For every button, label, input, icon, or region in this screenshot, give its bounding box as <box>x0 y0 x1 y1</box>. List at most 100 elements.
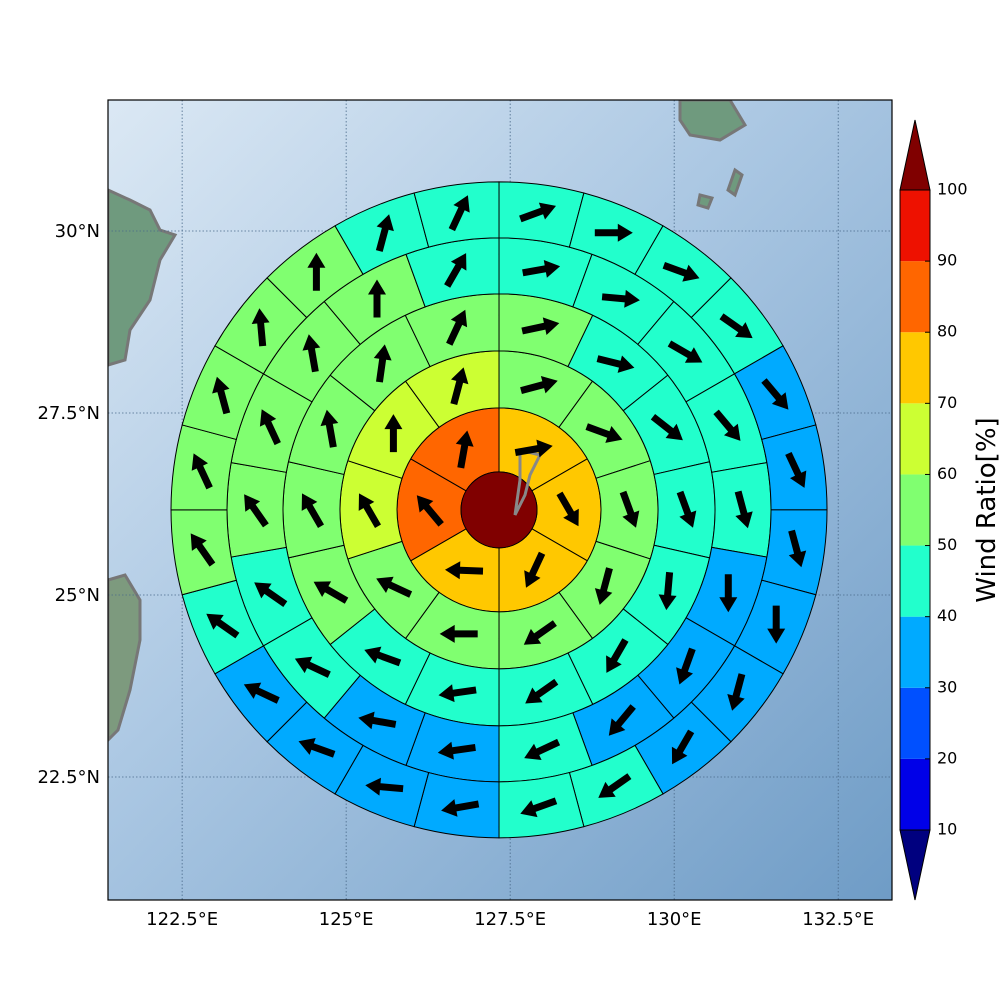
land-island <box>726 167 744 198</box>
wind-arrow <box>785 452 807 488</box>
wind-arrow <box>302 334 321 373</box>
wind-arrow <box>376 576 413 598</box>
wind-arrow <box>358 711 397 730</box>
wind-arrow <box>441 799 480 817</box>
center-disc <box>460 471 538 549</box>
colorbar-tick-label: 30 <box>937 677 957 696</box>
colorbar-segment <box>900 403 930 475</box>
wind-arrow <box>448 195 470 232</box>
wind-arrow <box>761 378 789 410</box>
wind-arrow <box>524 551 546 588</box>
wind-arrow <box>719 574 738 613</box>
wind-arrow <box>254 582 288 607</box>
colorbar-extend-low <box>899 829 931 901</box>
x-tick-label: 127.5°E <box>474 909 546 930</box>
wind-arrow <box>521 317 560 335</box>
wind-arrow <box>416 495 444 527</box>
colorbar-tick-label: 70 <box>937 393 957 412</box>
colorbar-segment <box>900 687 930 759</box>
wind-arrow <box>445 561 484 580</box>
wind-arrow <box>384 414 403 453</box>
wind-arrow <box>719 313 753 339</box>
wind-arrow <box>190 533 216 567</box>
wind-arrow <box>191 453 213 490</box>
wind-arrow <box>734 490 753 529</box>
colorbar-tick-label: 50 <box>937 535 957 554</box>
wind-arrow <box>662 262 700 282</box>
wind-arrow <box>365 777 404 796</box>
ticks: 122.5°E 125°E 127.5°E 130°E 132.5°E 22.5°N 25°… <box>37 221 874 930</box>
wind-arrow <box>375 214 394 252</box>
y-tick-label: 27.5°N <box>37 403 100 424</box>
colorbar-segment <box>900 758 930 830</box>
wind-arrow <box>596 355 635 373</box>
wind-arrow <box>606 638 629 673</box>
wind-arrow <box>594 567 613 605</box>
x-tick-label: 130°E <box>647 909 702 930</box>
arrows <box>190 195 807 818</box>
wind-arrow <box>585 423 623 443</box>
wind-arrow <box>313 581 349 604</box>
colorbar-segment <box>900 332 930 404</box>
colorbar-tick-label: 20 <box>937 748 957 767</box>
wind-arrow <box>522 260 561 278</box>
wind-arrow <box>519 202 556 223</box>
wind-arrow <box>523 620 557 645</box>
wind-arrow <box>667 340 703 363</box>
wind-arrow <box>619 490 640 528</box>
wind-arrow <box>594 223 633 242</box>
land-taiwan <box>108 573 142 743</box>
colorbar-segment <box>900 616 930 688</box>
wind-arrow <box>556 491 579 527</box>
wind-arrow <box>676 647 696 685</box>
map <box>108 100 892 900</box>
wind-arrow <box>298 738 336 758</box>
map-frame <box>107 99 893 901</box>
x-tick-label: 122.5°E <box>146 909 218 930</box>
wind-arrow <box>658 571 677 611</box>
wind-arrow <box>608 704 636 736</box>
colorbar-tick-label: 10 <box>937 820 957 839</box>
wind-arrow <box>364 646 402 667</box>
colorbar-frame <box>899 189 931 831</box>
wind-arrow <box>320 409 339 448</box>
wind-arrow <box>767 605 786 644</box>
wind-arrow <box>520 797 558 818</box>
colorbar-tick-label: 80 <box>937 322 957 341</box>
wind-arrow <box>514 439 553 458</box>
wind-arrow <box>259 409 281 446</box>
wind-arrow <box>251 308 270 347</box>
wind-arrow <box>671 729 695 765</box>
wind-arrow <box>650 414 683 441</box>
wind-arrow <box>294 656 331 678</box>
y-tick-label: 25°N <box>55 585 100 606</box>
wind-arrow <box>446 309 468 346</box>
wind-arrow <box>243 682 280 704</box>
colorbar-segment <box>900 190 930 262</box>
colorbar-tick-label: 90 <box>937 251 957 270</box>
wind-arrow <box>244 494 269 528</box>
wind-arrow <box>307 252 326 291</box>
colorbar-label: Wind Ratio[%] <box>972 417 1000 602</box>
wind-arrow <box>598 773 632 798</box>
wind-arrow <box>373 344 392 383</box>
wind-arrow <box>525 678 559 704</box>
wind-arrow <box>788 529 807 568</box>
colorbar: 10 20 30 40 50 60 70 80 90 100 <box>899 119 968 901</box>
colorbar-segment <box>900 474 930 546</box>
wind-arrow <box>727 673 746 711</box>
wind-arrow <box>520 376 558 394</box>
wind-arrow <box>358 493 381 528</box>
colorbar-tick-label: 100 <box>937 180 968 199</box>
wind-arrow <box>713 409 741 441</box>
wind-arrow <box>206 613 240 639</box>
y-tick-label: 30°N <box>55 221 100 242</box>
wind-arrow <box>524 738 561 760</box>
x-tick-label: 125°E <box>319 909 374 930</box>
wind-arrow <box>444 253 467 288</box>
land-kyushu <box>678 100 748 142</box>
wind-arrow <box>439 624 478 643</box>
wind-arrow <box>212 376 231 415</box>
land-island <box>696 193 715 210</box>
